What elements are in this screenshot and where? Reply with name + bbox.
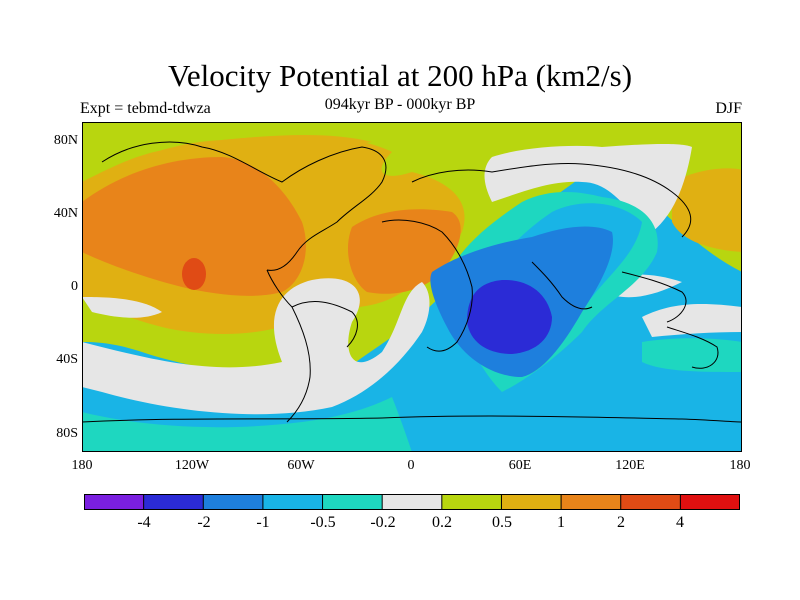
- lat-tick-label: 0: [71, 279, 78, 294]
- experiment-label: Expt = tebmd-tdwza: [80, 100, 211, 117]
- chart-title: Velocity Potential at 200 hPa (km2/s): [167, 58, 633, 93]
- colorbar-label: 0.5: [492, 514, 512, 531]
- lon-tick-label: 0: [407, 458, 415, 473]
- colorbar-swatch: [322, 494, 384, 510]
- neutral-contour-band: [82, 297, 162, 318]
- colorbar-swatch: [143, 494, 205, 510]
- season-label: DJF: [715, 100, 742, 117]
- colorbar-swatch: [441, 494, 503, 510]
- lon-tick-label: 180: [71, 458, 93, 473]
- lon-tick-label: 60W: [287, 458, 315, 473]
- positive-maximum-spot: [182, 258, 206, 290]
- positive-contour-region: [672, 168, 742, 252]
- lat-tick-label: 80N: [53, 133, 78, 148]
- colorbar-label: -2: [197, 514, 211, 531]
- colorbar-swatch: [560, 494, 622, 510]
- colorbar-label: -0.5: [310, 514, 336, 531]
- negative-contour-band: [82, 397, 412, 452]
- colorbar-label: 0.2: [432, 514, 452, 531]
- coastlines: [82, 141, 742, 423]
- negative-contour-band: [642, 338, 742, 372]
- colorbar-label: 1: [557, 514, 565, 531]
- colorbar-swatch: [84, 494, 145, 510]
- colorbar-swatch: [202, 494, 264, 510]
- lon-tick-label: 60E: [508, 458, 532, 473]
- chart-subtitle: 094kyr BP - 000kyr BP: [324, 96, 476, 113]
- lat-tick-label: 40S: [56, 352, 78, 367]
- neutral-contour-band: [642, 304, 742, 337]
- neutral-contour-band: [82, 278, 430, 415]
- velocity-potential-map: [82, 122, 742, 452]
- colorbar-swatch: [381, 494, 443, 510]
- lat-tick-label: 80S: [56, 426, 78, 441]
- colorbar-label: -4: [137, 514, 151, 531]
- colorbar-label: 4: [676, 514, 684, 531]
- positive-contour-region: [82, 157, 306, 296]
- lon-tick-label: 120E: [615, 458, 645, 473]
- colorbar-label: 2: [617, 514, 625, 531]
- colorbar-label: -1: [256, 514, 270, 531]
- colorbar-swatch: [500, 494, 563, 510]
- colorbar: [84, 494, 740, 510]
- lon-tick-label: 180: [729, 458, 751, 473]
- negative-minimum-region: [467, 279, 552, 354]
- lon-tick-label: 120W: [174, 458, 210, 473]
- colorbar-swatch: [620, 494, 682, 510]
- colorbar-swatch: [679, 494, 740, 510]
- colorbar-swatch: [262, 494, 324, 510]
- map-frame: [82, 122, 742, 452]
- colorbar-label: -0.2: [370, 514, 396, 531]
- lat-tick-label: 40N: [53, 206, 78, 221]
